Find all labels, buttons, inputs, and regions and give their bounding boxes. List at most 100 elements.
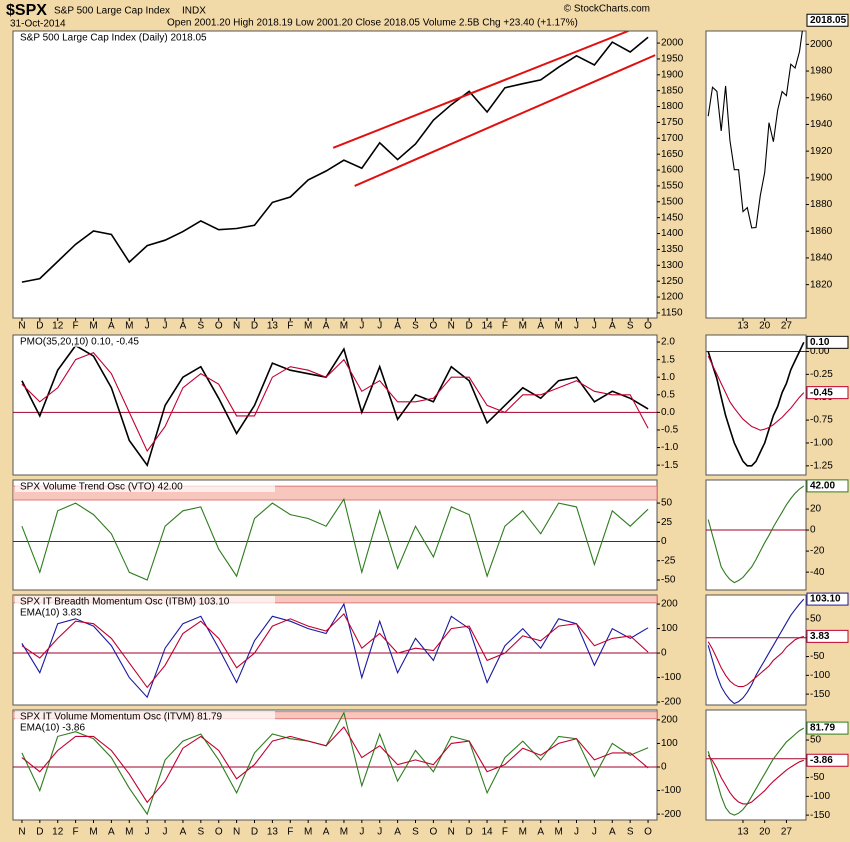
y-tick-label: 0.0 [661,407,675,418]
y-tick-label: 200 [661,599,678,610]
y-tick-label: 2000 [661,38,684,49]
x-tick-label: D [466,827,473,838]
x-tick-label: J [574,321,579,332]
x-tick-label: 27 [781,321,793,332]
y-tick-label: 1950 [661,54,684,65]
y-tick-label: -0.75 [810,415,833,426]
y-tick-label: 1850 [661,85,684,96]
last-value-box [806,592,849,606]
x-tick-label: M [519,321,527,332]
x-tick-label: F [502,827,508,838]
title-bg [15,711,275,722]
panel-title: S&P 500 Large Cap Index (Daily) 2018.05 [20,33,207,44]
title-bg [15,596,275,607]
legend-entry: EMA(10) -3.86 [20,723,85,734]
y-tick-label: -50 [810,651,825,662]
y-tick-label: 0.5 [661,389,675,400]
plot [706,598,806,705]
x-tick-label: 13 [737,321,749,332]
x-tick-label: N [233,321,240,332]
x-tick-label: A [394,321,401,332]
x-tick-label: D [36,827,43,838]
plot [706,485,806,584]
x-tick-label: A [394,827,401,838]
quote: Open 2001.20 High 2018.19 Low 2001.20 Cl… [167,18,578,29]
x-tick-label: M [519,827,527,838]
y-tick-label: 1.5 [661,354,675,365]
y-tick-label: 100 [661,738,678,749]
series-line [21,497,649,581]
x-tick-label: 27 [781,827,793,838]
x-tick-label: O [644,827,652,838]
x-tick-label: J [163,321,168,332]
x-tick-label: J [592,827,597,838]
x-tick-label: D [36,321,43,332]
x-tick-label: J [377,827,382,838]
plot [13,344,657,467]
panel [12,334,658,476]
y-tick-label: 1900 [810,172,833,183]
y-tick-label: 1900 [661,69,684,80]
y-tick-label: -50 [661,575,676,586]
y-tick-label: 1450 [661,212,684,223]
x-tick-label: N [18,827,25,838]
y-tick-label: 1500 [661,196,684,207]
x-tick-label: J [359,827,364,838]
last-value-box [806,13,849,27]
x-tick-label: A [180,827,187,838]
panel-title: PMO(35,20,10) 0.10, -0.45 [20,337,139,348]
series-line [707,31,803,229]
series-line [707,598,805,705]
y-tick-label: 1650 [661,149,684,160]
y-tick-label: 200 [661,715,678,726]
legend-entry: EMA(10) 3.83 [20,608,82,619]
x-tick-label: A [323,827,330,838]
y-tick-label: 1300 [661,260,684,271]
x-tick-label: A [537,827,544,838]
x-tick-label: A [180,321,187,332]
x-tick-label: M [554,827,562,838]
date: 31-Oct-2014 [10,19,66,30]
y-tick-label: 1750 [661,117,684,128]
x-tick-label: M [125,827,133,838]
y-tick-label: 2.0 [661,337,675,348]
y-tick-label: -0.5 [661,425,679,436]
x-tick-label: N [448,827,455,838]
last-value-box [806,721,849,735]
y-tick-label: 1550 [661,181,684,192]
title-bg [15,481,275,492]
x-tick-label: F [502,321,508,332]
x-tick-label: M [125,321,133,332]
series-line [21,612,649,689]
x-tick-label: 14 [481,321,493,332]
panel [705,479,807,591]
x-tick-label: O [429,321,437,332]
y-tick-label: -40 [810,567,825,578]
y-tick-label: -1.0 [661,442,679,453]
panel [705,709,807,821]
series-line [707,355,805,431]
y-tick-label: 1400 [661,228,684,239]
y-tick-label: -100 [661,785,681,796]
x-tick-label: O [429,827,437,838]
trendline [354,54,656,187]
y-tick-label: 1860 [810,226,833,237]
x-tick-label: J [145,827,150,838]
y-tick-label: 1800 [661,101,684,112]
x-tick-label: S [412,827,419,838]
y-tick-label: 0 [661,648,667,659]
x-tick-label: M [340,321,348,332]
y-tick-label: 100 [661,623,678,634]
x-tick-label: M [340,827,348,838]
title-bg [15,32,275,43]
y-tick-label: -1.00 [810,438,833,449]
last-value-label: -0.45 [810,387,833,398]
series-line [21,36,649,283]
panel-title: SPX IT Breadth Momentum Osc (ITBM) 103.1… [20,597,230,608]
x-tick-label: O [215,827,223,838]
last-value-label: 81.79 [810,723,835,734]
x-tick-label: A [323,321,330,332]
x-tick-label: F [287,827,293,838]
y-tick-label: 2000 [810,39,833,50]
